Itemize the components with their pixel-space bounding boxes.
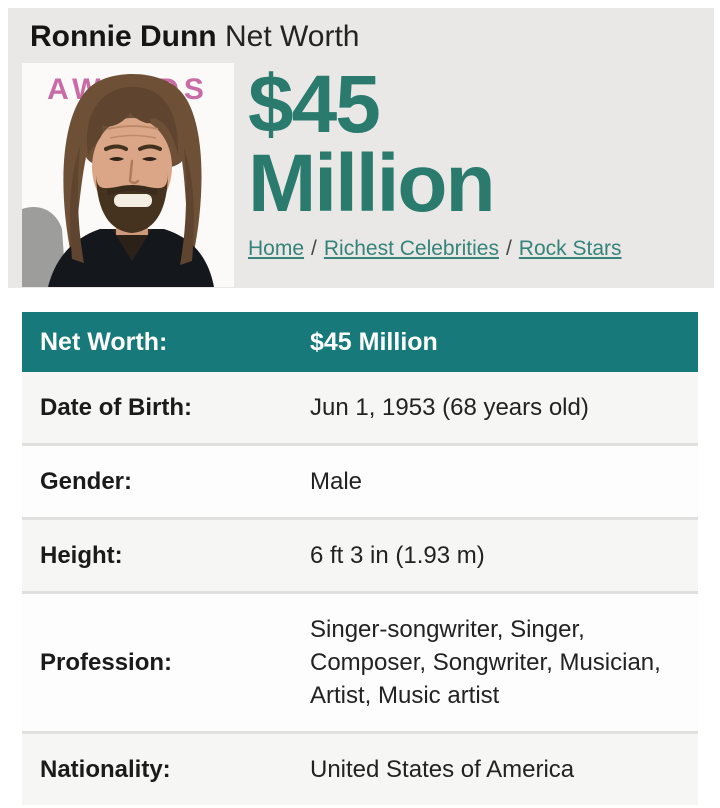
breadcrumb-link-rock-stars[interactable]: Rock Stars bbox=[518, 237, 622, 260]
hair-fringe bbox=[86, 86, 179, 155]
facts-table: Net Worth: $45 Million Date of Birth: Ju… bbox=[22, 312, 698, 805]
row-label: Date of Birth: bbox=[40, 393, 192, 421]
page-title: Ronnie Dunn Net Worth bbox=[30, 20, 714, 54]
row-label: Height: bbox=[40, 541, 123, 569]
table-row-profession: Profession: Singer-songwriter, Singer, C… bbox=[22, 591, 698, 731]
row-value: Jun 1, 1953 (68 years old) bbox=[310, 394, 589, 421]
row-value: United States of America bbox=[310, 756, 575, 783]
row-value: $45 Million bbox=[310, 327, 438, 356]
table-row-height: Height: 6 ft 3 in (1.93 m) bbox=[22, 517, 698, 591]
row-value: 6 ft 3 in (1.93 m) bbox=[310, 542, 485, 569]
breadcrumb-link-home[interactable]: Home bbox=[248, 237, 305, 260]
net-worth-amount: $45 Million bbox=[248, 59, 622, 229]
row-label: Net Worth: bbox=[40, 327, 168, 356]
net-worth-amount-number: $45 bbox=[248, 59, 381, 150]
shirt-shape bbox=[112, 229, 152, 261]
table-row-net-worth: Net Worth: $45 Million bbox=[22, 312, 698, 372]
row-value: Singer-songwriter, Singer, Composer, Son… bbox=[310, 616, 661, 709]
table-row-date-of-birth: Date of Birth: Jun 1, 1953 (68 years old… bbox=[22, 372, 698, 443]
breadcrumb: Home / Richest Celebrities / Rock Stars bbox=[248, 237, 622, 261]
hero-content: AWARDS bbox=[22, 63, 714, 287]
hero-section: Ronnie Dunn Net Worth AWARDS bbox=[8, 8, 714, 288]
row-label: Nationality: bbox=[40, 755, 171, 783]
net-worth-block: $45 Million Home / Richest Celebrities / Roc… bbox=[248, 63, 622, 261]
breadcrumb-link-richest-celebrities[interactable]: Richest Celebrities bbox=[323, 237, 499, 260]
net-worth-amount-unit: Million bbox=[248, 138, 496, 229]
table-row-gender: Gender: Male bbox=[22, 443, 698, 517]
celebrity-photo: AWARDS bbox=[22, 63, 234, 287]
row-label: Gender: bbox=[40, 467, 133, 495]
celebrity-name: Ronnie Dunn bbox=[30, 20, 217, 53]
table-row-nationality: Nationality: United States of America bbox=[22, 731, 698, 805]
row-value: Male bbox=[310, 468, 363, 495]
row-label: Profession: bbox=[40, 648, 173, 676]
celebrity-portrait-illustration: AWARDS bbox=[22, 63, 234, 287]
breadcrumb-separator: / bbox=[505, 237, 512, 260]
breadcrumb-separator: / bbox=[311, 237, 317, 260]
chair-shape bbox=[22, 207, 66, 287]
page-title-suffix: Net Worth bbox=[224, 20, 360, 53]
